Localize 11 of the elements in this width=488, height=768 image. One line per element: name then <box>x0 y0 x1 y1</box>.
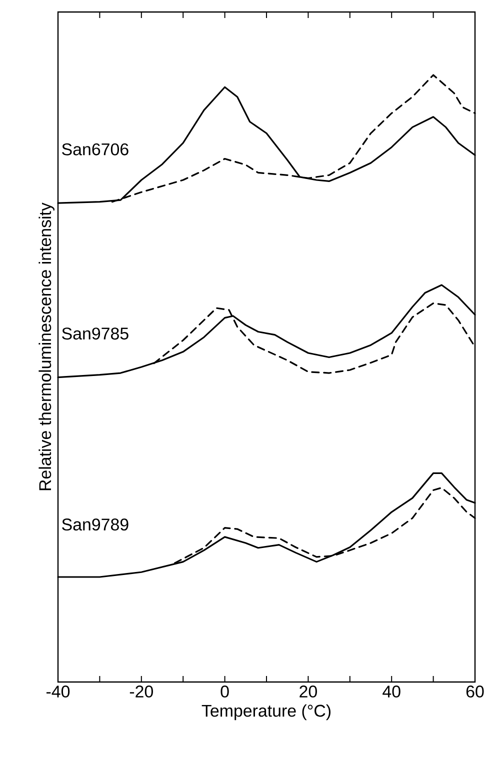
annotation: San9789 <box>62 518 128 531</box>
annotation: San6706 <box>62 143 128 156</box>
x-tick-label: 20 <box>300 686 317 698</box>
annotation: San9785 <box>62 328 128 340</box>
x-tick-label: 0 <box>220 686 229 698</box>
x-tick-label: 40 <box>382 686 400 698</box>
x-tick-label: -20 <box>130 686 153 698</box>
x-tick-label: 60 <box>466 686 484 698</box>
x-axis-title: Temperature (°C) <box>202 704 330 720</box>
x-tick-label: -40 <box>46 686 70 698</box>
y-axis-title: Relative thermoluminescence intensity <box>38 202 54 490</box>
